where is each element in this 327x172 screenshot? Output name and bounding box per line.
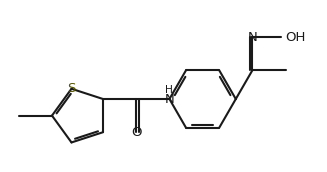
- Text: OH: OH: [285, 31, 305, 44]
- Text: N: N: [248, 31, 257, 44]
- Text: N: N: [164, 93, 174, 105]
- Text: O: O: [131, 126, 142, 139]
- Text: H: H: [165, 85, 173, 95]
- Text: S: S: [67, 82, 76, 94]
